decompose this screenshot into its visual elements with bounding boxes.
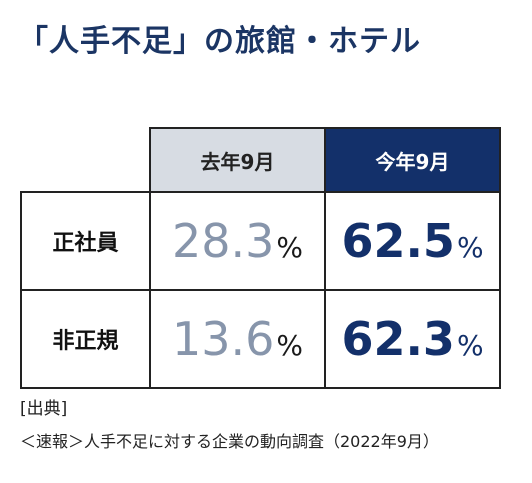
table-row: 正社員 28.3% 62.5%	[20, 191, 501, 291]
percent-unit: %	[276, 329, 304, 362]
value-cell-regular-this-year: 62.5%	[324, 191, 501, 291]
source-citation: ＜速報＞人手不足に対する企業の動向調査（2022年9月）	[20, 432, 439, 451]
row-header-regular-employees: 正社員	[20, 191, 151, 291]
comparison-table: 去年9月 今年9月 正社員 28.3% 62.5% 非正規 13.6% 62.3…	[20, 127, 501, 389]
column-header-last-year: 去年9月	[149, 127, 326, 193]
value-cell-regular-last-year: 28.3%	[149, 191, 326, 291]
table-header-row: 去年9月 今年9月	[21, 127, 501, 193]
table-corner-cell	[21, 128, 150, 192]
value-cell-nonregular-this-year: 62.3%	[324, 289, 501, 389]
value-cell-nonregular-last-year: 13.6%	[149, 289, 326, 389]
value-number: 28.3	[171, 214, 275, 268]
value-number: 62.3	[341, 312, 455, 366]
row-header-non-regular-employees: 非正規	[20, 289, 151, 389]
percent-unit: %	[276, 231, 304, 264]
percent-unit: %	[456, 231, 484, 264]
page-title: 「人手不足」の旅館・ホテル	[18, 24, 421, 59]
source-label: [出典]	[20, 399, 68, 419]
value-number: 13.6	[171, 312, 275, 366]
percent-unit: %	[456, 329, 484, 362]
value-number: 62.5	[341, 214, 455, 268]
table-row: 非正規 13.6% 62.3%	[20, 289, 501, 389]
column-header-this-year: 今年9月	[324, 127, 501, 193]
